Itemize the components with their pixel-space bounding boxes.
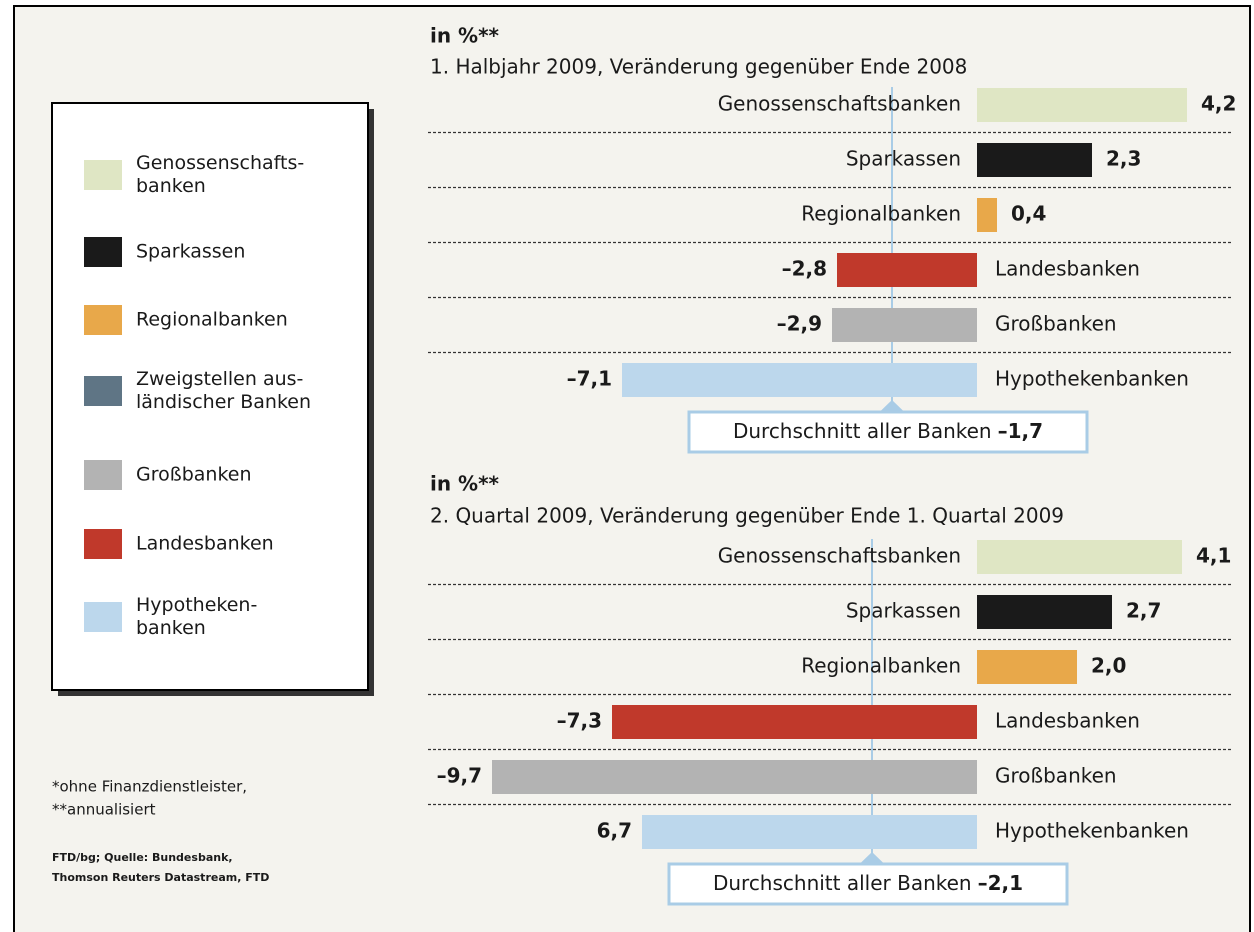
bar (492, 760, 977, 794)
legend-label: ländischer Banken (136, 391, 311, 413)
bar (977, 198, 997, 232)
average-text: Durchschnitt aller Banken –2,1 (713, 871, 1023, 895)
category-label: Genossenschaftsbanken (718, 92, 961, 116)
average-text: Durchschnitt aller Banken –1,7 (733, 419, 1043, 443)
value-label: –2,8 (782, 257, 827, 281)
legend-label: Sparkassen (136, 241, 245, 263)
category-label: Regionalbanken (801, 654, 961, 678)
average-pointer (858, 852, 886, 866)
legend-swatch (84, 160, 122, 190)
category-label: Regionalbanken (801, 202, 961, 226)
category-label: Landesbanken (995, 257, 1140, 281)
bar (622, 363, 977, 397)
legend-label: Hypotheken- (136, 594, 257, 616)
average-value: –2,1 (978, 871, 1023, 895)
category-label: Großbanken (995, 764, 1117, 788)
legend-swatch (84, 237, 122, 267)
category-label: Hypothekenbanken (995, 819, 1189, 843)
category-label: Landesbanken (995, 709, 1140, 733)
bar (977, 595, 1112, 629)
average-label: Durchschnitt aller Banken (713, 871, 972, 895)
value-label: 4,2 (1201, 92, 1236, 116)
average-box (667, 862, 1069, 906)
category-label: Sparkassen (846, 147, 961, 171)
legend-label: Großbanken (136, 464, 252, 486)
legend-label: banken (136, 617, 206, 639)
bar (977, 540, 1182, 574)
bar (832, 308, 977, 342)
legend-label: Regionalbanken (136, 309, 288, 331)
value-label: 0,4 (1011, 202, 1046, 226)
bar (642, 815, 977, 849)
average-value: –1,7 (998, 419, 1043, 443)
panel-subtitle: 1. Halbjahr 2009, Veränderung gegenüber … (430, 55, 967, 79)
footnote: *ohne Finanzdienstleister, (52, 778, 247, 796)
legend-label: banken (136, 175, 206, 197)
bar (977, 650, 1077, 684)
legend-swatch (84, 376, 122, 406)
source: FTD/bg; Quelle: Bundesbank, (52, 851, 233, 864)
value-label: 2,0 (1091, 654, 1126, 678)
legend-box (51, 102, 369, 691)
average-box (687, 410, 1089, 454)
category-label: Großbanken (995, 312, 1117, 336)
source: Thomson Reuters Datastream, FTD (52, 871, 269, 884)
bar (977, 143, 1092, 177)
category-label: Hypothekenbanken (995, 367, 1189, 391)
average-pointer (878, 400, 906, 414)
value-label: –7,3 (557, 709, 602, 733)
legend-label: Genossenschafts- (136, 152, 304, 174)
category-label: Genossenschaftsbanken (718, 544, 961, 568)
average-label: Durchschnitt aller Banken (733, 419, 992, 443)
legend-label: Zweigstellen aus- (136, 368, 303, 390)
value-label: –9,7 (437, 764, 482, 788)
value-label: –2,9 (777, 312, 822, 336)
value-label: 2,7 (1126, 599, 1161, 623)
bar (612, 705, 977, 739)
panel-title: in %** (430, 24, 500, 48)
value-label: –7,1 (567, 367, 612, 391)
legend-swatch (84, 305, 122, 335)
footnote: **annualisiert (52, 801, 156, 819)
value-label: 2,3 (1106, 147, 1141, 171)
panel-title: in %** (430, 472, 500, 496)
bar (977, 88, 1187, 122)
category-label: Sparkassen (846, 599, 961, 623)
panel-subtitle: 2. Quartal 2009, Veränderung gegenüber E… (430, 504, 1064, 528)
value-label: 6,7 (597, 819, 632, 843)
legend-swatch (84, 460, 122, 490)
legend-label: Landesbanken (136, 533, 274, 555)
value-label: 4,1 (1196, 544, 1231, 568)
bar (837, 253, 977, 287)
legend-swatch (84, 529, 122, 559)
legend-swatch (84, 602, 122, 632)
